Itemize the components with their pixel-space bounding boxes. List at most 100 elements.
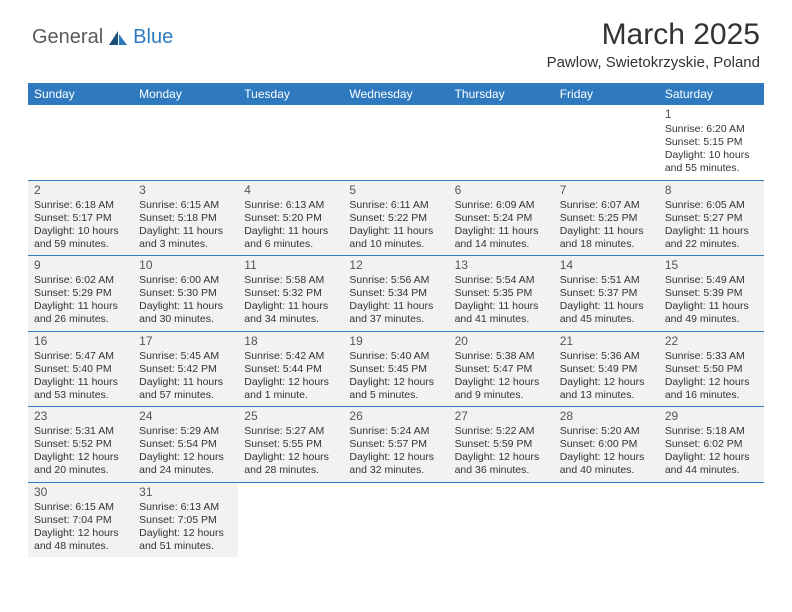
day-number: 28 xyxy=(560,409,653,424)
daylight-text: and 1 minute. xyxy=(244,389,337,402)
day-number: 8 xyxy=(665,183,758,198)
daylight-text: and 28 minutes. xyxy=(244,464,337,477)
daylight-text: Daylight: 11 hours xyxy=(139,225,232,238)
daylight-text: and 24 minutes. xyxy=(139,464,232,477)
daylight-text: Daylight: 11 hours xyxy=(665,225,758,238)
calendar-cell xyxy=(28,105,133,180)
calendar-cell: 22Sunrise: 5:33 AMSunset: 5:50 PMDayligh… xyxy=(659,331,764,407)
daylight-text: and 32 minutes. xyxy=(349,464,442,477)
calendar-cell xyxy=(449,105,554,180)
daylight-text: and 34 minutes. xyxy=(244,313,337,326)
sunrise-text: Sunrise: 5:31 AM xyxy=(34,425,127,438)
brand-text-blue: Blue xyxy=(133,26,173,49)
sunset-text: Sunset: 5:52 PM xyxy=(34,438,127,451)
calendar-cell: 15Sunrise: 5:49 AMSunset: 5:39 PMDayligh… xyxy=(659,256,764,332)
day-number: 29 xyxy=(665,409,758,424)
sunset-text: Sunset: 5:55 PM xyxy=(244,438,337,451)
sunset-text: Sunset: 5:34 PM xyxy=(349,287,442,300)
calendar-cell: 20Sunrise: 5:38 AMSunset: 5:47 PMDayligh… xyxy=(449,331,554,407)
sunset-text: Sunset: 5:42 PM xyxy=(139,363,232,376)
daylight-text: Daylight: 11 hours xyxy=(560,225,653,238)
day-number: 15 xyxy=(665,258,758,273)
daylight-text: Daylight: 11 hours xyxy=(244,300,337,313)
col-friday: Friday xyxy=(554,83,659,105)
sunset-text: Sunset: 5:17 PM xyxy=(34,212,127,225)
sunrise-text: Sunrise: 5:20 AM xyxy=(560,425,653,438)
day-number: 14 xyxy=(560,258,653,273)
col-thursday: Thursday xyxy=(449,83,554,105)
calendar-cell: 5Sunrise: 6:11 AMSunset: 5:22 PMDaylight… xyxy=(343,180,448,256)
calendar-cell xyxy=(343,105,448,180)
sunrise-text: Sunrise: 5:42 AM xyxy=(244,350,337,363)
daylight-text: Daylight: 11 hours xyxy=(349,225,442,238)
day-number: 23 xyxy=(34,409,127,424)
sunrise-text: Sunrise: 6:09 AM xyxy=(455,199,548,212)
sunrise-text: Sunrise: 5:38 AM xyxy=(455,350,548,363)
sunset-text: Sunset: 6:00 PM xyxy=(560,438,653,451)
daylight-text: and 9 minutes. xyxy=(455,389,548,402)
day-number: 2 xyxy=(34,183,127,198)
weekday-header-row: Sunday Monday Tuesday Wednesday Thursday… xyxy=(28,83,764,105)
daylight-text: and 36 minutes. xyxy=(455,464,548,477)
calendar-week: 23Sunrise: 5:31 AMSunset: 5:52 PMDayligh… xyxy=(28,407,764,483)
sunrise-text: Sunrise: 5:49 AM xyxy=(665,274,758,287)
daylight-text: and 5 minutes. xyxy=(349,389,442,402)
day-number: 16 xyxy=(34,334,127,349)
daylight-text: Daylight: 12 hours xyxy=(34,451,127,464)
calendar-cell: 21Sunrise: 5:36 AMSunset: 5:49 PMDayligh… xyxy=(554,331,659,407)
sunset-text: Sunset: 5:32 PM xyxy=(244,287,337,300)
brand-text-general: General xyxy=(32,26,103,49)
calendar-cell: 1Sunrise: 6:20 AMSunset: 5:15 PMDaylight… xyxy=(659,105,764,180)
sunset-text: Sunset: 5:22 PM xyxy=(349,212,442,225)
daylight-text: Daylight: 12 hours xyxy=(349,451,442,464)
daylight-text: Daylight: 11 hours xyxy=(665,300,758,313)
sunset-text: Sunset: 7:05 PM xyxy=(139,514,232,527)
day-number: 26 xyxy=(349,409,442,424)
calendar-cell: 9Sunrise: 6:02 AMSunset: 5:29 PMDaylight… xyxy=(28,256,133,332)
sunrise-text: Sunrise: 6:20 AM xyxy=(665,123,758,136)
sunrise-text: Sunrise: 5:45 AM xyxy=(139,350,232,363)
day-number: 3 xyxy=(139,183,232,198)
month-title: March 2025 xyxy=(547,18,760,52)
sunrise-text: Sunrise: 6:02 AM xyxy=(34,274,127,287)
sunrise-text: Sunrise: 5:54 AM xyxy=(455,274,548,287)
calendar-cell: 18Sunrise: 5:42 AMSunset: 5:44 PMDayligh… xyxy=(238,331,343,407)
calendar-week: 2Sunrise: 6:18 AMSunset: 5:17 PMDaylight… xyxy=(28,180,764,256)
daylight-text: Daylight: 12 hours xyxy=(244,376,337,389)
page-header: General Blue March 2025 Pawlow, Swietokr… xyxy=(0,0,792,79)
day-number: 31 xyxy=(139,485,232,500)
col-saturday: Saturday xyxy=(659,83,764,105)
sunset-text: Sunset: 5:40 PM xyxy=(34,363,127,376)
calendar-cell xyxy=(238,482,343,557)
daylight-text: Daylight: 11 hours xyxy=(34,376,127,389)
sunset-text: Sunset: 5:24 PM xyxy=(455,212,548,225)
daylight-text: Daylight: 12 hours xyxy=(244,451,337,464)
sunset-text: Sunset: 6:02 PM xyxy=(665,438,758,451)
daylight-text: Daylight: 12 hours xyxy=(349,376,442,389)
sunrise-text: Sunrise: 5:24 AM xyxy=(349,425,442,438)
calendar-week: 16Sunrise: 5:47 AMSunset: 5:40 PMDayligh… xyxy=(28,331,764,407)
day-number: 4 xyxy=(244,183,337,198)
calendar-cell: 16Sunrise: 5:47 AMSunset: 5:40 PMDayligh… xyxy=(28,331,133,407)
col-tuesday: Tuesday xyxy=(238,83,343,105)
daylight-text: and 14 minutes. xyxy=(455,238,548,251)
calendar-cell: 19Sunrise: 5:40 AMSunset: 5:45 PMDayligh… xyxy=(343,331,448,407)
sunset-text: Sunset: 5:35 PM xyxy=(455,287,548,300)
day-number: 5 xyxy=(349,183,442,198)
daylight-text: Daylight: 11 hours xyxy=(455,225,548,238)
location-text: Pawlow, Swietokrzyskie, Poland xyxy=(547,54,760,71)
calendar-cell xyxy=(554,482,659,557)
daylight-text: and 48 minutes. xyxy=(34,540,127,553)
day-number: 13 xyxy=(455,258,548,273)
daylight-text: and 59 minutes. xyxy=(34,238,127,251)
daylight-text: Daylight: 10 hours xyxy=(34,225,127,238)
sunrise-text: Sunrise: 6:13 AM xyxy=(139,501,232,514)
sunrise-text: Sunrise: 5:33 AM xyxy=(665,350,758,363)
calendar-cell xyxy=(238,105,343,180)
daylight-text: and 49 minutes. xyxy=(665,313,758,326)
calendar-cell: 7Sunrise: 6:07 AMSunset: 5:25 PMDaylight… xyxy=(554,180,659,256)
daylight-text: Daylight: 12 hours xyxy=(560,451,653,464)
sunset-text: Sunset: 5:15 PM xyxy=(665,136,758,149)
calendar-cell: 17Sunrise: 5:45 AMSunset: 5:42 PMDayligh… xyxy=(133,331,238,407)
sunrise-text: Sunrise: 5:51 AM xyxy=(560,274,653,287)
